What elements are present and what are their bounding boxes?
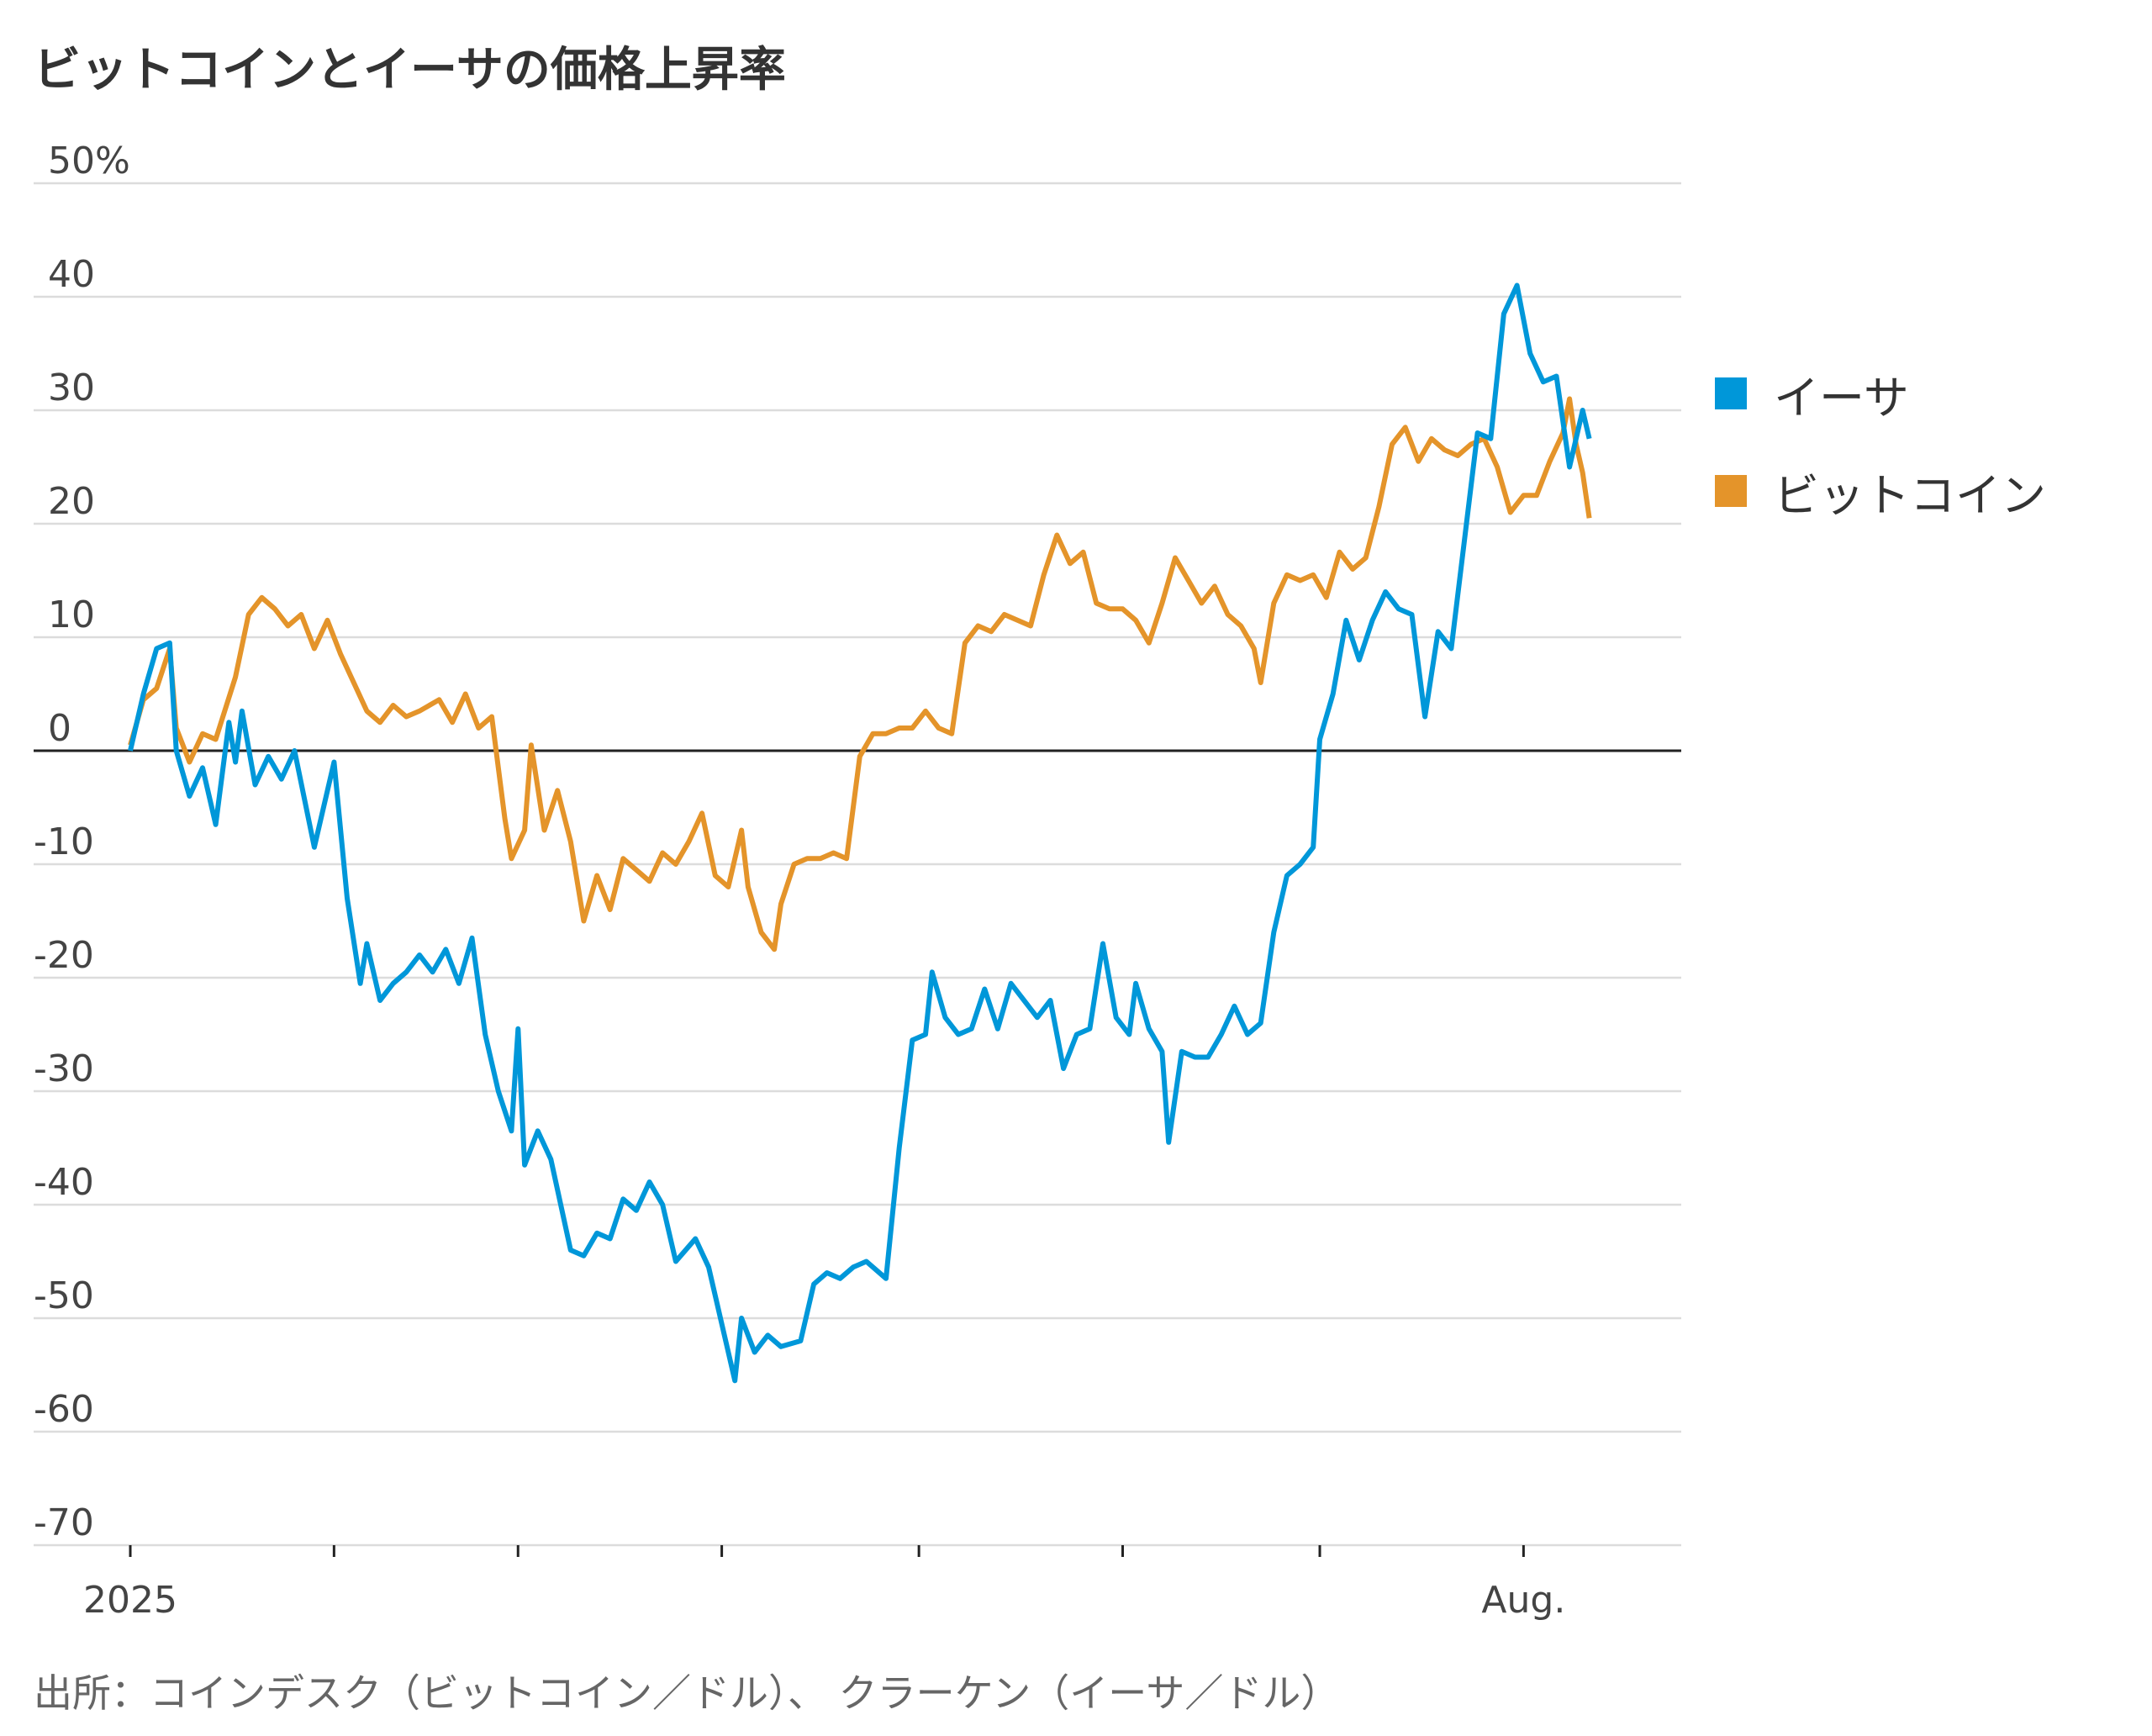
- y-axis-labels: 50% 40 30 20 10 0 -10 -20 -30 -40 -50 -60 -70: [34, 140, 130, 1544]
- legend-item-ether: イーサ: [1715, 370, 2046, 425]
- x-tick-label: Aug.: [1481, 1579, 1565, 1622]
- y-tick-label: -60: [34, 1388, 94, 1431]
- legend-label-ether: イーサ: [1774, 371, 1909, 425]
- series-line-bitcoin: [128, 396, 1592, 952]
- legend: イーサ ビットコイン: [1715, 370, 2046, 565]
- y-tick-label: -40: [34, 1161, 94, 1204]
- gridlines: [34, 182, 1681, 1547]
- series-lines: [128, 282, 1592, 1384]
- legend-label-bitcoin: ビットコイン: [1774, 468, 2046, 522]
- y-tick-label: -30: [34, 1047, 94, 1090]
- y-tick-label: 0: [48, 707, 71, 750]
- y-tick-label: -50: [34, 1274, 94, 1317]
- y-tick-label: 40: [48, 253, 95, 296]
- y-tick-label: 10: [48, 594, 95, 636]
- series-line-ether: [128, 282, 1592, 1384]
- y-tick-label: -70: [34, 1501, 94, 1544]
- x-axis: 2025 Aug.: [83, 1545, 1565, 1622]
- source-note: 出所：コインデスク（ビットコイン／ドル）、 クラーケン（イーサ／ドル）: [34, 1670, 1340, 1716]
- y-tick-label: 50%: [48, 140, 130, 182]
- y-tick-label: -20: [34, 934, 94, 977]
- y-tick-label: -10: [34, 821, 94, 863]
- legend-swatch-ether: [1715, 377, 1747, 409]
- x-tick-label: 2025: [83, 1579, 177, 1622]
- chart-title: ビットコインとイーサの価格上昇率: [34, 43, 786, 98]
- y-tick-label: 30: [48, 367, 95, 409]
- y-tick-label: 20: [48, 480, 95, 523]
- legend-swatch-bitcoin: [1715, 475, 1747, 507]
- legend-item-bitcoin: ビットコイン: [1715, 467, 2046, 522]
